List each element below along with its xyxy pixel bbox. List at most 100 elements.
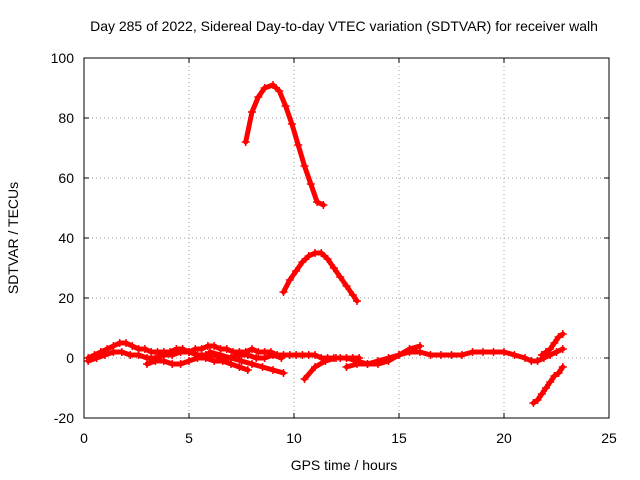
data-point <box>479 348 487 356</box>
data-point <box>241 138 250 146</box>
data-point <box>92 354 101 362</box>
data-point <box>227 354 235 362</box>
axis-ticks: 0 5 10 15 20 25 -20 0 20 40 60 80 100 <box>51 50 617 446</box>
x-tick-label: 25 <box>601 430 617 446</box>
y-tick-label: -20 <box>54 410 74 426</box>
data-point <box>235 351 244 359</box>
data-point <box>552 348 561 356</box>
data-point <box>185 357 193 365</box>
data-point <box>201 354 210 362</box>
x-tick-label: 20 <box>496 430 512 446</box>
series-rising-end <box>537 330 567 359</box>
data-point <box>311 363 319 371</box>
data-point <box>269 81 277 89</box>
data-point <box>168 351 177 359</box>
data-point <box>216 351 225 359</box>
data-point <box>558 330 567 338</box>
data-point <box>269 366 277 374</box>
x-tick-label: 15 <box>391 430 407 446</box>
data-point <box>109 348 118 356</box>
data-point <box>533 396 542 404</box>
data-point <box>319 201 328 209</box>
data-point <box>206 348 214 356</box>
data-point <box>279 369 288 377</box>
data-point <box>437 351 445 359</box>
data-point <box>353 360 361 368</box>
data-point <box>546 378 555 386</box>
data-point <box>279 288 288 296</box>
data-point <box>458 351 466 359</box>
data-point <box>550 372 559 380</box>
series-trace <box>85 349 284 364</box>
data-point <box>348 291 357 299</box>
data-point <box>342 363 351 371</box>
data-point <box>176 360 185 368</box>
data-point <box>285 276 294 284</box>
data-point <box>529 399 538 407</box>
data-point <box>101 351 109 359</box>
data-point <box>287 120 296 128</box>
data-point <box>122 339 130 347</box>
data-point <box>342 354 351 362</box>
chart-title: Day 285 of 2022, Sidereal Day-to-day VTE… <box>90 18 598 34</box>
data-point <box>521 354 529 362</box>
data-point <box>277 354 286 362</box>
data-point <box>554 333 563 341</box>
data-point <box>384 354 393 362</box>
data-point <box>510 351 519 359</box>
data-point <box>363 360 372 368</box>
data-point <box>281 102 290 110</box>
data-point <box>254 93 263 101</box>
y-tick-label: 0 <box>66 350 74 366</box>
x-tick-label: 10 <box>286 430 302 446</box>
data-point <box>243 366 252 374</box>
data-point <box>304 252 313 260</box>
data-point <box>374 357 382 365</box>
data-point <box>537 351 546 359</box>
y-axis-label: SDTVAR / TECUs <box>5 182 21 294</box>
y-tick-label: 40 <box>58 230 74 246</box>
series-baseline-e <box>342 345 567 371</box>
data-point <box>489 348 498 356</box>
data-point <box>176 348 185 356</box>
data-point <box>248 345 256 353</box>
data-point <box>237 357 246 365</box>
data-point <box>275 87 284 95</box>
data-point <box>193 354 202 362</box>
data-point <box>128 342 137 350</box>
series-trace <box>243 82 326 208</box>
data-point <box>185 348 193 356</box>
data-point <box>558 363 567 371</box>
data-point <box>300 375 309 383</box>
series-arc-mid <box>279 249 361 305</box>
data-point <box>554 369 563 377</box>
data-point <box>143 360 151 368</box>
data-point <box>542 384 550 392</box>
data-point <box>260 84 269 92</box>
series-descending-a <box>206 348 288 377</box>
data-point <box>336 273 345 281</box>
data-point <box>248 360 256 368</box>
data-point <box>500 348 508 356</box>
data-point <box>168 360 177 368</box>
data-point <box>311 351 319 359</box>
data-point <box>151 357 160 365</box>
series-low-end <box>529 363 567 407</box>
data-point <box>243 351 252 359</box>
data-point <box>269 351 277 359</box>
data-point <box>533 357 542 365</box>
data-point <box>537 390 546 398</box>
data-point <box>416 348 424 356</box>
data-point <box>159 357 168 365</box>
data-point <box>323 255 332 263</box>
data-point <box>395 351 403 359</box>
data-point <box>321 357 330 365</box>
data-point <box>298 258 307 266</box>
data-point <box>447 351 456 359</box>
y-tick-label: 60 <box>58 170 74 186</box>
data-point <box>126 351 135 359</box>
data-point <box>294 141 303 149</box>
data-point <box>353 297 361 305</box>
data-point <box>258 363 267 371</box>
